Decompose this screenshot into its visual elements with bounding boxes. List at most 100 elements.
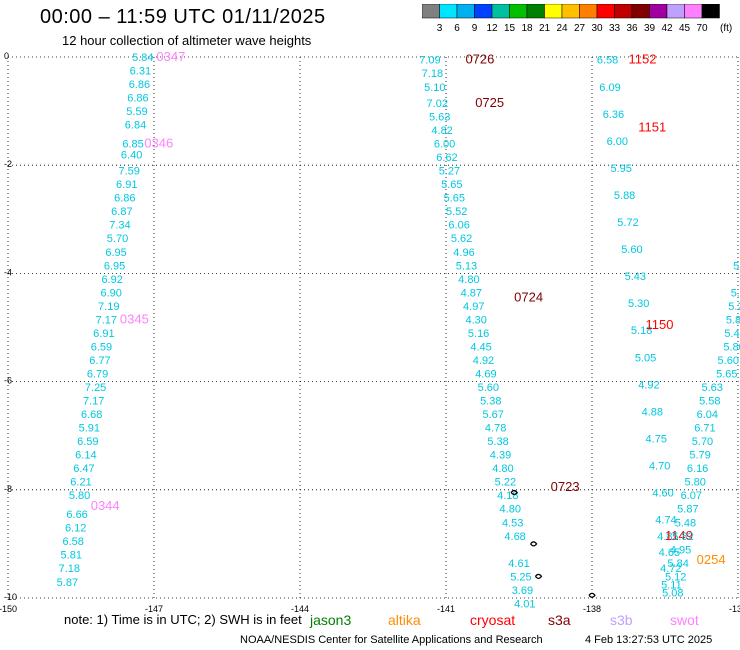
wave-height-value: 4.60 — [652, 488, 673, 500]
wave-height-value: 5.22 — [495, 477, 516, 489]
wave-height-value: 4.75 — [646, 433, 667, 445]
wave-height-value: 5.8 — [731, 287, 740, 299]
wave-height-value: 6.87 — [111, 206, 132, 218]
wave-height-value: 5.65 — [441, 179, 462, 191]
colorbar-tick-label: 3 — [437, 23, 443, 34]
wave-height-value: 6.07 — [681, 490, 702, 502]
wave-height-value: 6.36 — [603, 109, 624, 121]
wave-height-value: 4.72 — [660, 563, 681, 575]
wave-height-value: 6.91 — [93, 328, 114, 340]
y-tick-label: -10 — [4, 592, 17, 602]
wave-height-value: 6.06 — [448, 220, 469, 232]
wave-height-value: 6.90 — [100, 287, 121, 299]
wave-height-value: 6.04 — [697, 409, 718, 421]
pass-time-label: 0724 — [514, 290, 543, 305]
wave-height-value: 6.58 — [597, 55, 618, 67]
wave-height-value: 5.16 — [468, 328, 489, 340]
wave-height-value: 5.38 — [480, 396, 501, 408]
y-tick-label: -2 — [4, 159, 12, 169]
wave-height-value: 4.80 — [492, 463, 513, 475]
wave-height-value: 6.14 — [75, 450, 96, 462]
y-tick-label: 0 — [4, 51, 9, 61]
y-tick-label: -8 — [4, 484, 12, 494]
wave-height-value: 5.65 — [444, 193, 465, 205]
wave-height-value: 5.59 — [126, 106, 147, 118]
wave-height-value: 7.02 — [427, 98, 448, 110]
colorbar-tick-label: 6 — [454, 23, 460, 34]
wave-height-value: 6.16 — [687, 463, 708, 475]
wave-height-value: 5.65 — [716, 368, 737, 380]
wave-height-value: 7.09 — [419, 55, 440, 67]
wave-height-value: 6.84 — [125, 120, 146, 132]
colorbar-tick-label: 18 — [521, 23, 533, 34]
wave-height-value: 5.58 — [699, 396, 720, 408]
wave-height-value: 7.18 — [422, 68, 443, 80]
wave-height-value: 5.87 — [57, 577, 78, 589]
pass-time-label: 0344 — [91, 498, 120, 513]
colorbar-tick-label: 33 — [609, 23, 621, 34]
wave-height-value: 4.69 — [475, 368, 496, 380]
wave-height-value: 5.84 — [132, 52, 153, 64]
wave-height-value: 6.21 — [70, 477, 91, 489]
wave-height-value: 7.19 — [98, 301, 119, 313]
y-tick-label: -6 — [4, 376, 12, 386]
island-outline — [530, 541, 538, 547]
x-tick-label: -141 — [437, 604, 455, 612]
colorbar-tick-label: 42 — [661, 23, 673, 34]
wave-height-value: 4.96 — [453, 247, 474, 259]
satellite-legend-altika: altika — [388, 612, 421, 628]
colorbar-units: (ft) — [720, 23, 732, 34]
wave-height-value: 7.25 — [85, 382, 106, 394]
wave-height-value: 6.86 — [114, 193, 135, 205]
wave-height-value: 5.79 — [689, 450, 710, 462]
wave-height-value: 6.71 — [694, 423, 715, 435]
colorbar-tick-label: 21 — [539, 23, 551, 34]
island-outline — [588, 592, 596, 598]
wave-height-value: 7.17 — [96, 314, 117, 326]
colorbar-tick-label: 30 — [591, 23, 603, 34]
wave-height-value: 5.13 — [456, 260, 477, 272]
wave-height-value: 5.67 — [483, 409, 504, 421]
wave-height-value: 4.97 — [463, 301, 484, 313]
satellite-legend-cryosat: cryosat — [470, 612, 516, 628]
wave-height-value: 5.87 — [677, 504, 698, 516]
satellite-legend-jason3: jason3 — [310, 612, 352, 628]
wave-height-value: 5.27 — [439, 166, 460, 178]
wave-height-value: 5.88 — [614, 190, 635, 202]
colorbar-tick-label: 45 — [679, 23, 691, 34]
wave-height-value: 5.80 — [723, 341, 740, 353]
wave-height-value: 5.91 — [79, 423, 100, 435]
wave-height-value: 6.86 — [127, 93, 148, 105]
wave-height-value: 6.95 — [105, 247, 126, 259]
wave-height-value: 4.82 — [431, 125, 452, 137]
map-title: 00:00 – 11:59 UTC 01/11/2025 — [40, 6, 326, 28]
wave-height-value: 6.59 — [77, 436, 98, 448]
generated-timestamp: 4 Feb 13:27:53 UTC 2025 — [585, 634, 713, 646]
wave-height-value: 4.92 — [638, 379, 659, 391]
colorbar-tick-label: 24 — [556, 23, 568, 34]
x-tick-label: -138 — [583, 604, 601, 612]
wave-height-value: 5.08 — [662, 588, 683, 600]
wave-height-value: 5.80 — [69, 490, 90, 502]
wave-height-value: 4.87 — [461, 287, 482, 299]
wave-height-value: 6.92 — [101, 274, 122, 286]
wave-height-value: 5.60 — [478, 382, 499, 394]
wave-height-value: 5.60 — [621, 244, 642, 256]
wave-height-value: 5.30 — [628, 298, 649, 310]
wave-height-value: 6.47 — [73, 463, 94, 475]
wave-height-value: 6.59 — [91, 341, 112, 353]
wave-height-value: 6.91 — [116, 179, 137, 191]
wave-height-value: 5.18 — [631, 325, 652, 337]
colorbar-tick-label: 12 — [486, 23, 498, 34]
wave-height-value: 5.70 — [692, 436, 713, 448]
wave-height-value: 5.82 — [672, 531, 693, 543]
colorbar-legend: 3 6 9 12 15 18 21 24 27 30 33 36 39 42 45 70 (ft) — [422, 4, 732, 34]
wave-height-value: 3.69 — [512, 585, 533, 597]
satellite-legend-swot: swot — [670, 612, 699, 628]
wave-height-value: 5.86 — [726, 314, 740, 326]
pass-time-label: 1149 — [665, 528, 693, 543]
wave-height-value: 5.63 — [429, 112, 450, 124]
y-tick-label: -4 — [4, 267, 12, 277]
wave-height-value: 4.01 — [514, 598, 535, 610]
wave-height-value: 6.66 — [66, 509, 87, 521]
